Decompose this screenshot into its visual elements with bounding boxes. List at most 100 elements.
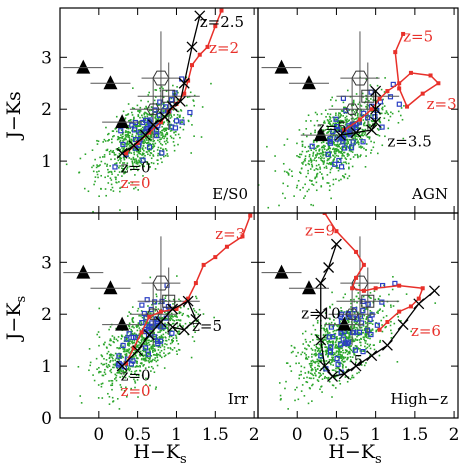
field-point [135, 325, 138, 327]
field-point [158, 317, 160, 320]
field-point [338, 119, 340, 122]
field-point [159, 346, 162, 349]
field-point [333, 316, 336, 318]
field-point [120, 334, 123, 337]
field-point [171, 129, 173, 132]
field-point [113, 336, 116, 339]
field-point [298, 374, 301, 376]
field-point [162, 96, 165, 98]
field-point [350, 345, 353, 347]
field-point [308, 155, 311, 158]
field-point [303, 395, 306, 397]
field-point [149, 330, 152, 333]
field-point [357, 355, 360, 357]
field-point [133, 378, 135, 381]
field-point [171, 314, 173, 317]
field-point [376, 84, 379, 87]
field-point [379, 121, 382, 124]
sample-square [335, 126, 341, 133]
field-point [104, 341, 106, 344]
field-point [363, 338, 365, 340]
field-point [165, 116, 167, 118]
field-point [338, 151, 340, 154]
field-point [300, 167, 303, 170]
field-point [351, 374, 354, 377]
black-track-cross [370, 116, 382, 128]
x-tick-label: 1 [171, 425, 182, 445]
field-point [355, 93, 358, 95]
field-point [193, 104, 196, 107]
field-point [328, 317, 331, 320]
field-point [114, 378, 116, 380]
field-point [363, 124, 365, 127]
field-point [354, 326, 356, 329]
field-point [357, 297, 360, 300]
field-point [335, 346, 338, 349]
field-point [345, 142, 348, 144]
field-point [108, 354, 111, 356]
sample-square [342, 340, 349, 347]
field-point [106, 148, 109, 151]
field-point [331, 161, 333, 164]
field-point [338, 179, 340, 182]
field-point [355, 118, 357, 120]
sample-square [334, 136, 340, 142]
field-point [303, 159, 306, 161]
field-point [345, 132, 347, 134]
field-point [332, 359, 335, 361]
triangle-marker [103, 280, 118, 295]
field-point [162, 148, 165, 151]
field-point [126, 113, 129, 116]
field-point [88, 348, 91, 350]
sample-square [151, 334, 157, 340]
sample-square [338, 330, 344, 336]
field-point [362, 132, 364, 134]
field-point [163, 367, 166, 369]
field-point [347, 140, 349, 143]
field-point [327, 355, 329, 358]
field-point [137, 129, 140, 131]
field-point [100, 354, 103, 356]
field-point [95, 166, 98, 169]
field-point [354, 114, 357, 117]
field-point [310, 203, 312, 206]
field-point [312, 324, 315, 327]
sample-square [334, 356, 340, 362]
field-point [352, 338, 354, 341]
field-point [342, 120, 344, 122]
redshift-label: z=3.5 [387, 133, 431, 151]
field-point [160, 138, 162, 140]
field-point [145, 105, 147, 108]
field-point [339, 382, 342, 385]
field-point [290, 344, 293, 347]
field-point [335, 343, 337, 346]
field-point [130, 138, 133, 141]
field-point [321, 157, 323, 159]
field-point [89, 361, 92, 364]
field-point [163, 128, 165, 131]
field-point [344, 351, 347, 354]
field-point [320, 185, 323, 187]
field-point [162, 339, 165, 342]
field-point [334, 156, 336, 158]
field-point [380, 88, 383, 91]
field-point [325, 322, 328, 325]
field-point [400, 107, 403, 109]
field-point [147, 357, 150, 360]
field-point [330, 363, 332, 366]
field-point [153, 340, 155, 343]
field-point [331, 291, 333, 294]
field-point [145, 151, 148, 153]
field-point [131, 319, 134, 322]
field-point [139, 123, 141, 126]
field-point [358, 358, 361, 361]
sample-square [116, 353, 122, 359]
field-point [122, 110, 125, 113]
field-point [331, 360, 334, 362]
field-point [182, 128, 185, 131]
black-track-cross [167, 303, 179, 315]
field-point [331, 124, 333, 127]
field-point [351, 165, 354, 168]
field-point [132, 355, 135, 358]
field-point [332, 142, 335, 144]
